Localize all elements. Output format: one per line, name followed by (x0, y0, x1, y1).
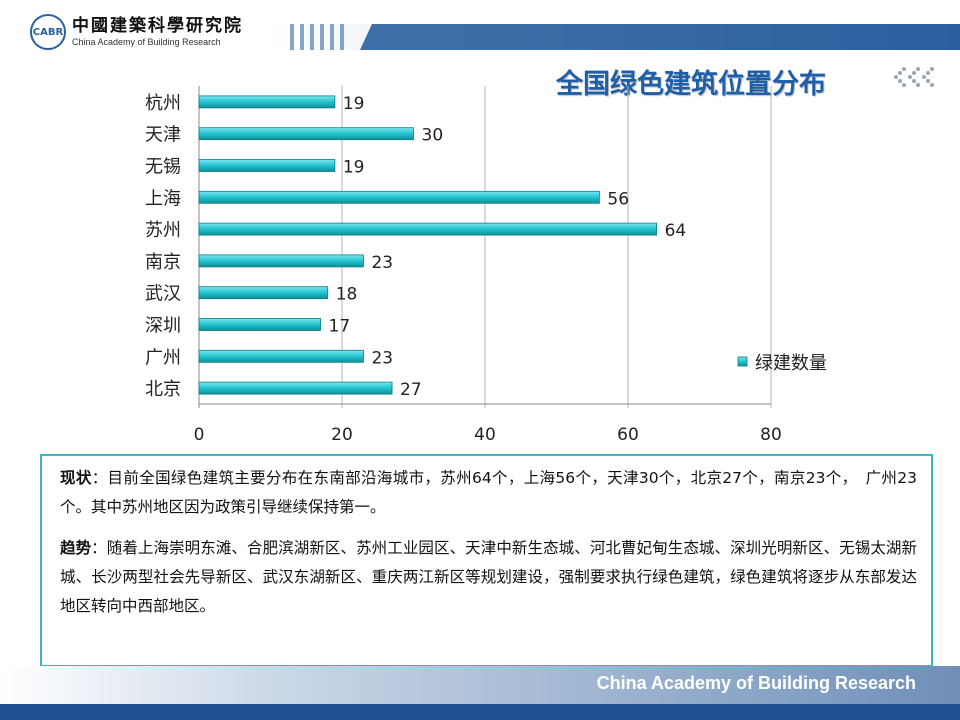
category-label: 上海 (145, 188, 181, 209)
trend-text: ：随着上海崇明东滩、合肥滨湖新区、苏州工业园区、天津中新生态城、河北曹妃甸生态城… (60, 539, 917, 615)
bar-chart: 0 20 40 60 80 杭州 19 天津 30 无锡 19 上海 56 苏州 64 南京 23 武汉 18 深圳 1… (145, 86, 827, 445)
footer-band (0, 666, 960, 720)
category-label: 杭州 (145, 93, 181, 114)
data-label: 18 (336, 285, 358, 305)
data-label: 30 (422, 126, 444, 146)
bar (198, 286, 329, 300)
data-label: 23 (371, 253, 393, 273)
x-tick-label: 40 (474, 425, 496, 445)
bar (198, 318, 321, 331)
x-tick-label: 60 (617, 425, 639, 445)
data-label: 17 (329, 317, 351, 337)
logo-chinese-name: 中國建築科學研究院 (72, 15, 243, 36)
data-label: 64 (665, 221, 687, 241)
data-label: 56 (607, 189, 629, 209)
category-label: 广州 (145, 347, 181, 368)
trend-label: 趋势 (60, 539, 92, 557)
x-tick-label: 20 (331, 425, 353, 445)
logo: CABR 中國建築科學研究院 China Academy of Building… (30, 14, 243, 50)
bar (198, 159, 336, 172)
trend-paragraph: 趋势：随着上海崇明东滩、合肥滨湖新区、苏州工业园区、天津中新生态城、河北曹妃甸生… (60, 534, 917, 621)
category-label: 武汉 (145, 284, 181, 305)
category-label: 北京 (145, 379, 181, 400)
category-label: 南京 (145, 252, 181, 273)
category-label: 天津 (145, 125, 181, 146)
header-band (270, 24, 960, 50)
data-label: 19 (343, 158, 365, 178)
x-tick-label: 80 (760, 425, 782, 445)
category-label: 苏州 (145, 220, 181, 241)
data-label: 23 (371, 348, 393, 368)
summary-box: 现状：目前全国绿色建筑主要分布在东南部沿海城市，苏州64个，上海56个，天津30… (40, 454, 933, 667)
bar (198, 127, 414, 141)
dotted-arrows-icon (894, 67, 934, 87)
status-label: 现状 (60, 469, 92, 487)
bar (198, 190, 600, 204)
data-label: 27 (400, 380, 422, 400)
legend-swatch (737, 356, 748, 367)
x-tick-label: 0 (194, 425, 205, 445)
bar (198, 254, 364, 268)
category-label: 无锡 (145, 157, 181, 178)
footer-text: China Academy of Building Research (596, 673, 916, 693)
category-label: 深圳 (145, 316, 181, 337)
legend-label: 绿建数量 (755, 353, 827, 374)
status-paragraph: 现状：目前全国绿色建筑主要分布在东南部沿海城市，苏州64个，上海56个，天津30… (60, 464, 917, 522)
bar (198, 95, 336, 109)
slide-title: 全国绿色建筑位置分布 (556, 69, 826, 100)
logo-badge-icon: CABR (30, 14, 66, 50)
logo-english-name: China Academy of Building Research (72, 36, 221, 47)
status-text: ：目前全国绿色建筑主要分布在东南部沿海城市，苏州64个，上海56个，天津30个，… (60, 469, 917, 516)
bar (198, 222, 658, 236)
data-label: 19 (343, 94, 365, 114)
bar (198, 381, 393, 395)
bar (198, 349, 364, 363)
